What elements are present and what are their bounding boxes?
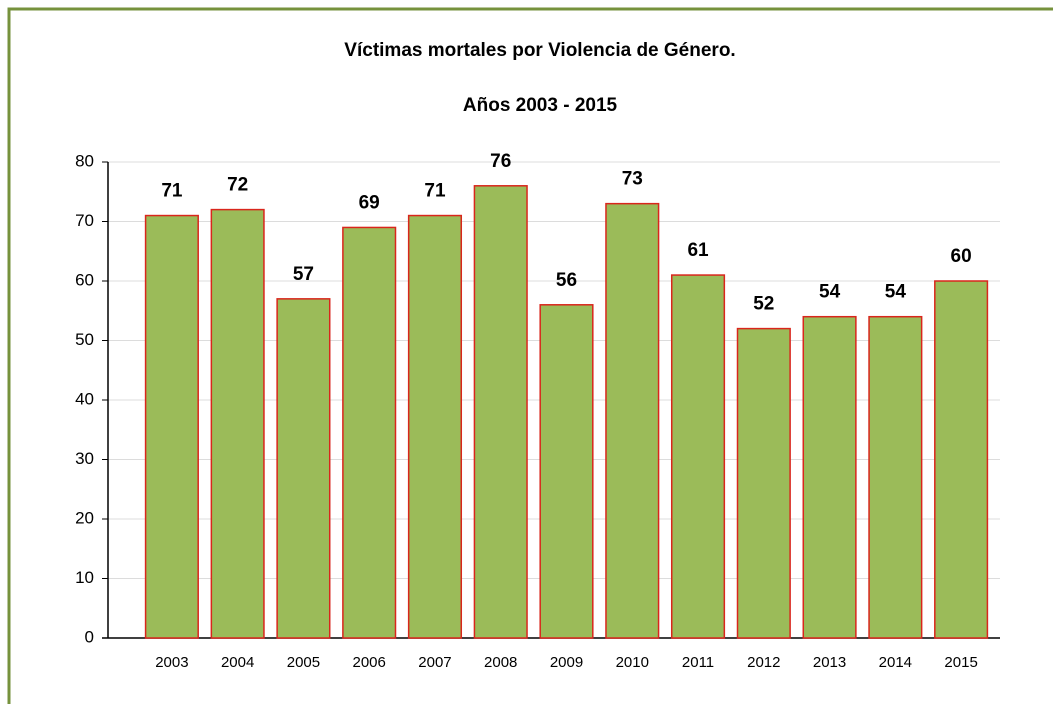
value-label: 56 [556,270,577,291]
bar [407,214,463,639]
bar [670,274,726,639]
value-label: 71 [424,181,446,202]
value-label: 52 [753,294,774,315]
value-label: 69 [359,192,380,213]
x-tick-label: 2007 [418,654,451,671]
value-label: 60 [951,246,972,267]
y-tick-label: 60 [75,270,94,289]
bar [605,202,660,639]
value-label: 54 [885,282,907,303]
y-tick-label: 10 [75,568,94,587]
x-tick-label: 2015 [944,654,977,671]
y-tick-label: 0 [85,627,94,646]
bar [210,208,265,639]
x-tick-label: 2003 [155,654,188,671]
x-tick-label: 2012 [747,654,780,671]
x-tick-label: 2014 [879,654,912,671]
bar [276,298,331,639]
bar [539,304,594,639]
y-tick-label: 20 [75,508,94,527]
value-label: 61 [687,240,709,261]
value-label: 54 [819,282,841,303]
x-tick-label: 2004 [221,654,254,671]
x-tick-label: 2005 [287,654,320,671]
value-label: 72 [227,175,248,196]
value-label: 57 [293,264,314,285]
y-tick-label: 40 [75,389,94,408]
y-tick-label: 50 [75,330,94,349]
y-tick-label: 70 [75,211,94,230]
bar [473,185,528,639]
x-tick-label: 2011 [682,654,714,671]
x-tick-label: 2010 [616,654,649,671]
chart-subtitle: Años 2003 - 2015 [463,95,618,116]
x-tick-label: 2008 [484,654,517,671]
x-tick-label: 2009 [550,654,583,671]
value-label: 71 [161,181,183,202]
bar [934,280,989,639]
bar [736,327,791,639]
bar [802,315,857,639]
x-tick-label: 2013 [813,654,846,671]
y-tick-label: 30 [75,449,94,468]
bar [868,315,923,639]
frame [7,7,1053,704]
value-label: 73 [622,169,643,190]
value-label: 76 [490,151,511,172]
bar [342,226,397,639]
y-tick-label: 80 [75,151,94,170]
x-tick-label: 2006 [353,654,386,671]
chart-title: Víctimas mortales por Violencia de Géner… [344,40,735,61]
bar [144,214,199,639]
